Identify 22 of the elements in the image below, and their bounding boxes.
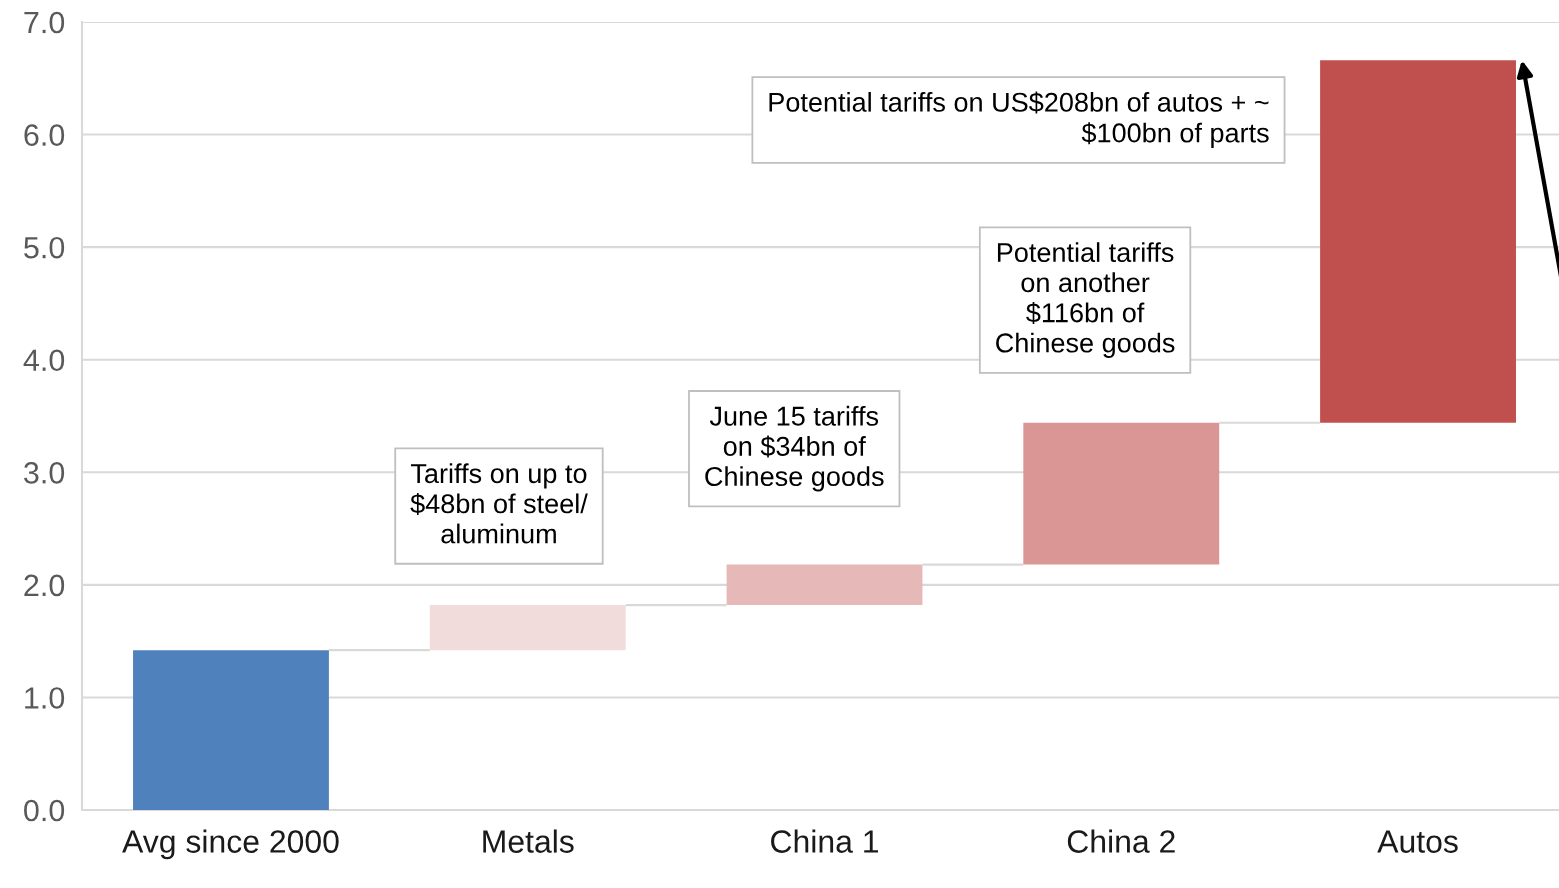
- y-tick-label: 2.0: [24, 574, 65, 597]
- bar: [429, 605, 626, 651]
- y-tick-label: 5.0: [24, 236, 65, 259]
- annotation: Potential tariffs on US$208bn of autos + ~ $100bn of parts: [769, 91, 1269, 148]
- x-tick-label: Autos: [1377, 830, 1458, 853]
- y-tick-label: 4.0: [23, 349, 65, 372]
- bar: [726, 564, 923, 606]
- bar: [133, 650, 329, 810]
- x-tick-label: Avg since 2000: [122, 829, 339, 860]
- y-tick-label: 1.0: [25, 687, 65, 709]
- annotation: Potential tariffs on another $116bn of Chinese goods: [996, 242, 1175, 358]
- y-tick-label: 6.0: [24, 124, 65, 146]
- annotation: June 15 tariffs on $34bn of Chinese goods: [705, 405, 884, 492]
- y-tick-label: 7.0: [24, 11, 65, 34]
- annotation: Tariffs on up to $48bn of steel/ aluminum: [410, 463, 588, 544]
- x-tick-label: Metals: [483, 829, 574, 853]
- bar: [1023, 422, 1220, 565]
- y-tick-label: 3.0: [24, 462, 65, 484]
- bar: [1320, 60, 1516, 423]
- x-tick-label: China 2: [1067, 829, 1175, 853]
- x-tick-label: China 1: [771, 829, 878, 853]
- y-tick-label: 0.0: [24, 799, 65, 822]
